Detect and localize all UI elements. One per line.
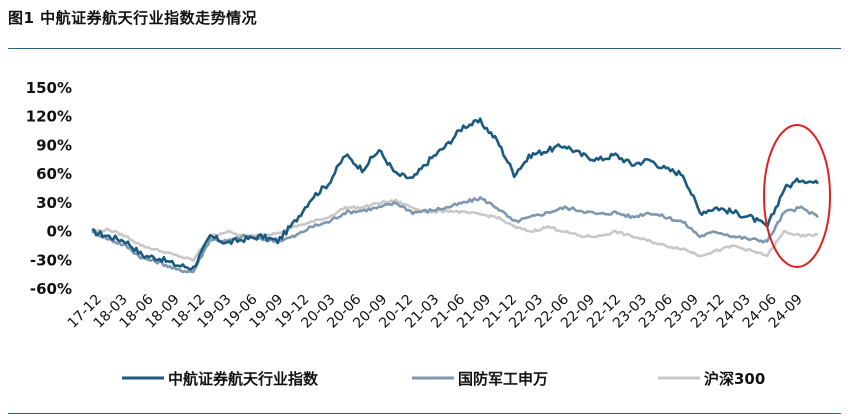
bottom-rule	[8, 413, 841, 414]
x-axis: 17-1218-0318-0618-0918-1219-0319-0619-09…	[65, 291, 806, 331]
series-layer	[91, 117, 820, 274]
legend-label-3: 沪深300	[704, 370, 765, 388]
series-line-2	[91, 196, 819, 274]
y-tick-label: 150%	[26, 79, 72, 97]
y-tick-label: -30%	[30, 251, 72, 269]
y-tick-label: 60%	[36, 165, 72, 183]
legend: 中航证券航天行业指数 国防军工申万 沪深300	[122, 370, 765, 388]
top-rule	[8, 48, 841, 49]
y-tick-label: -60%	[30, 280, 72, 298]
y-tick-label: 0%	[47, 223, 72, 241]
y-tick-label: 30%	[36, 194, 72, 212]
legend-label-1: 中航证券航天行业指数	[168, 370, 319, 388]
y-tick-label: 120%	[26, 108, 72, 126]
y-axis: 150% 120% 90% 60% 30% 0% -30% -60%	[26, 79, 72, 298]
series-line-3	[91, 198, 819, 263]
legend-label-2: 国防军工申万	[458, 370, 548, 388]
series-line-1	[91, 117, 820, 271]
figure-title: 图1 中航证券航天行业指数走势情况	[8, 9, 258, 27]
y-tick-label: 90%	[36, 136, 72, 154]
highlight-ellipse	[763, 124, 831, 268]
